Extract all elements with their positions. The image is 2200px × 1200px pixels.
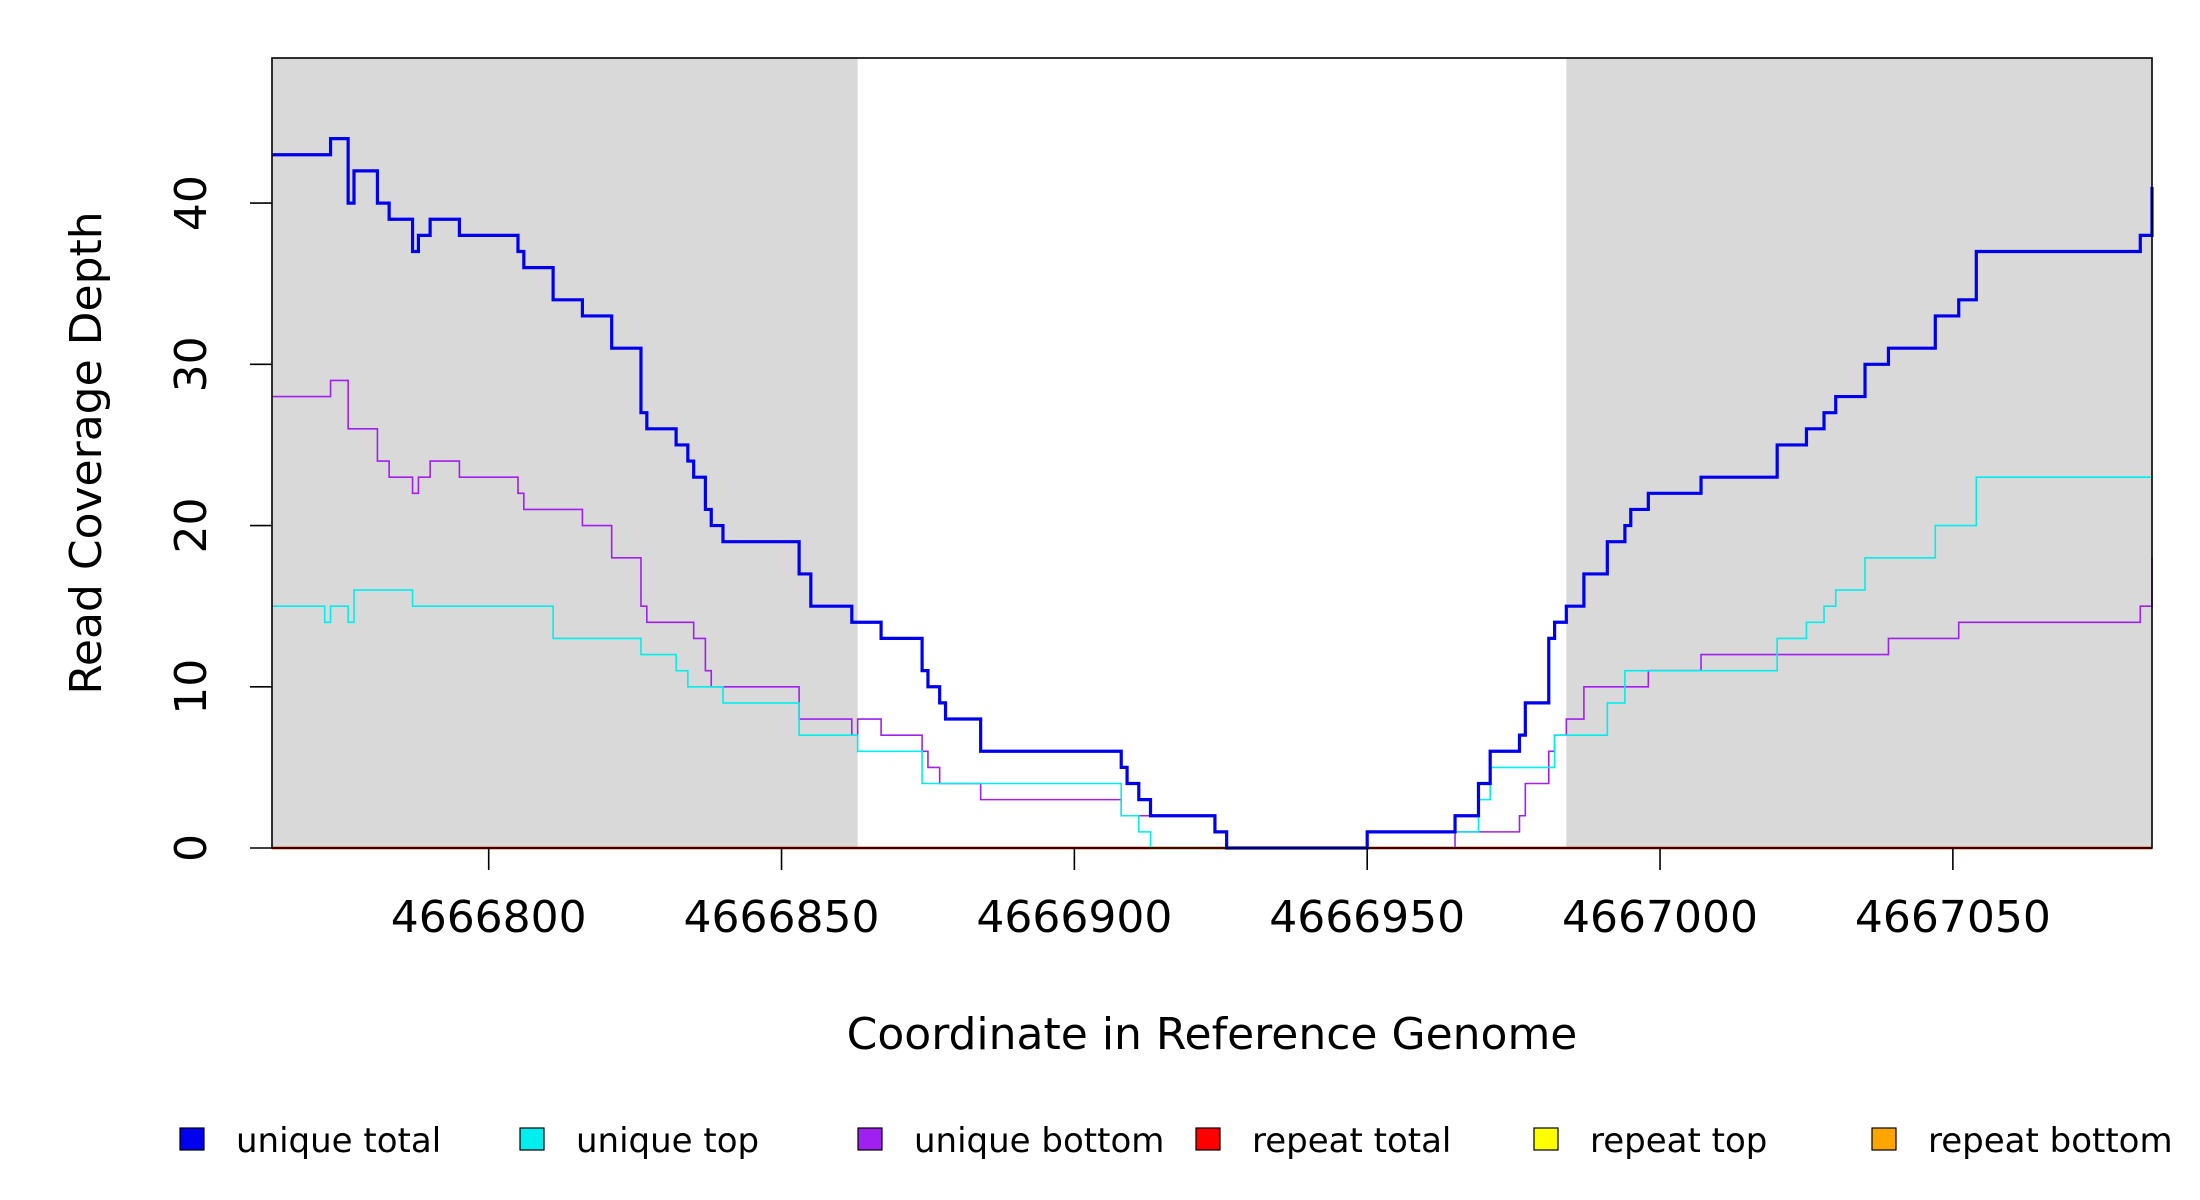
x-axis-title: Coordinate in Reference Genome [847,1009,1578,1060]
legend-label: unique bottom [914,1121,1164,1161]
x-tick-label: 4666950 [1269,892,1465,943]
legend-item-repeat-top: repeat top [1533,1121,1767,1161]
x-tick-label: 4667050 [1855,892,2051,943]
x-tick-label: 4666900 [976,892,1172,943]
y-tick-label: 20 [166,498,217,554]
legend-swatch [1871,1127,1897,1151]
legend-item-unique-total: unique total [179,1121,441,1161]
y-tick-label: 10 [166,659,217,715]
y-tick-label: 40 [166,175,217,231]
y-tick-label: 0 [166,834,217,862]
legend-swatch [1533,1127,1559,1151]
x-axis: 4666800 4666850 4666900 4666950 4667000 46670… [391,848,2051,943]
y-tick-label: 30 [166,336,217,392]
legend-label: unique total [236,1121,441,1161]
shaded-region-1 [272,58,858,848]
legend-swatch [519,1127,545,1151]
legend-item-unique-top: unique top [519,1121,759,1161]
series-unique-total [272,137,2154,850]
plot-frame [271,57,2153,849]
x-tick-label: 4666800 [391,892,587,943]
legend-item-repeat-total: repeat total [1195,1121,1451,1161]
legend-item-repeat-bottom: repeat bottom [1871,1121,2173,1161]
x-tick-label: 4667000 [1562,892,1758,943]
legend-label: repeat total [1252,1121,1451,1161]
legend-label: repeat bottom [1928,1121,2173,1161]
legend-item-unique-bottom: unique bottom [857,1121,1164,1161]
series-unique-top [272,476,2152,849]
legend-swatch [1195,1127,1221,1151]
y-axis: 0 10 20 30 40 [166,175,272,862]
legend-swatch [857,1127,883,1151]
y-axis-title: Read Coverage Depth [61,211,112,694]
legend: unique total unique top unique bottom repea… [179,1121,2173,1161]
legend-label: repeat top [1590,1121,1767,1161]
x-tick-label: 4666850 [684,892,880,943]
shaded-regions [272,58,2152,848]
legend-swatch [179,1127,205,1151]
legend-label: unique top [576,1121,759,1161]
series-unique-bottom [272,379,2153,849]
shaded-region-2 [1566,58,2152,848]
